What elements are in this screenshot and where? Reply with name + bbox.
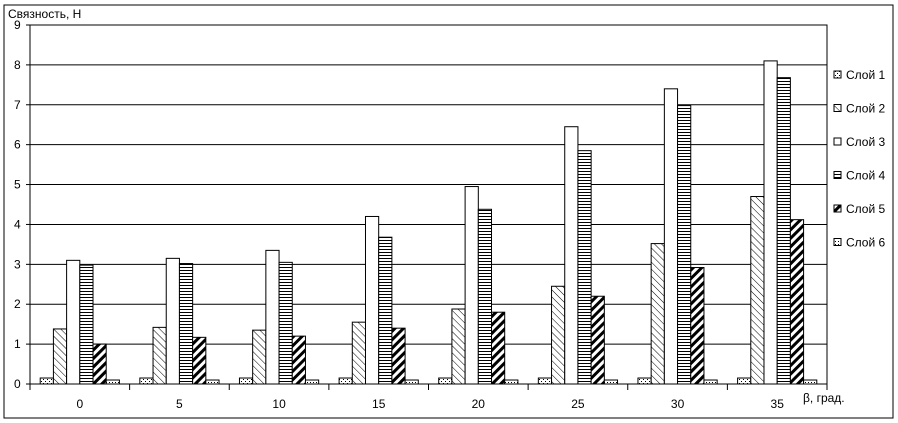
y-tick-label: 5 [14,178,21,192]
bar-слой-6-15 [404,379,419,385]
x-tick-label: 30 [671,397,685,411]
bar-слой-6-5 [205,379,220,385]
bar-слой-2-0 [52,328,68,385]
bar-слой-1-5 [139,377,154,385]
y-axis-title: Связность, Н [8,7,81,21]
y-tick-label: 7 [14,98,21,112]
bar-слой-6-25 [603,379,619,385]
x-tick-label: 25 [571,397,585,411]
bars [39,60,818,385]
bar-слой-1-15 [338,377,353,385]
bar-слой-6-20 [504,379,519,385]
bar-слой-3-5 [165,257,180,385]
y-axis-ticks: 0 1 2 3 4 5 6 7 8 9 [14,18,30,391]
y-tick-label: 2 [14,297,21,311]
bar-слой-5-35 [789,219,805,385]
bar-слой-2-35 [750,196,765,385]
bar-слой-1-35 [737,377,752,385]
bar-слой-3-10 [265,249,280,385]
legend-swatch [833,104,842,112]
legend-label: Слой 4 [846,169,886,183]
outer-border [3,4,894,419]
x-tick-label: 20 [472,397,486,411]
bar-слой-4-20 [477,208,493,385]
bar-слой-4-10 [278,261,293,385]
legend-swatch [833,70,842,79]
bar-слой-4-0 [79,264,94,385]
y-tick-label: 1 [14,337,21,351]
bar-слой-3-30 [663,88,679,385]
bar-слой-2-15 [351,321,366,385]
bar-слой-2-25 [551,285,566,385]
legend-swatch [833,238,842,246]
x-axis-ticks: 0 5 10 15 20 25 30 35 [29,384,828,411]
bar-слой-5-30 [690,267,705,385]
y-tick-label: 8 [14,58,21,72]
bar-слой-2-30 [650,243,665,385]
y-tick-label: 6 [14,138,21,152]
bar-слой-5-15 [391,327,406,385]
legend-swatch [833,171,842,179]
bar-слой-5-25 [590,295,605,385]
y-tick-label: 4 [14,217,21,231]
y-tick-label: 9 [14,18,21,32]
x-axis-title: β, град. [803,391,845,405]
bar-слой-1-30 [637,377,652,385]
y-tick-label: 3 [14,257,21,271]
bar-слой-6-10 [304,379,320,385]
bar-слой-3-0 [66,259,81,385]
bar-слой-2-20 [451,308,466,385]
bar-слой-4-25 [577,150,592,385]
legend-swatch [833,137,842,146]
bar-слой-1-10 [238,377,254,385]
bar-слой-5-5 [192,336,207,385]
bar-слой-4-35 [776,77,791,385]
x-tick-label: 35 [771,397,785,411]
bar-слой-3-35 [763,60,778,385]
bar-слой-2-5 [152,326,167,385]
bar-слой-6-0 [105,379,120,385]
bar-слой-5-10 [291,335,306,385]
legend-label: Слой 2 [846,102,886,116]
bar-слой-3-25 [564,126,579,385]
bar-слой-1-25 [537,377,553,385]
bar-слой-5-20 [491,311,506,385]
x-tick-label: 10 [272,397,286,411]
bar-слой-3-20 [464,186,479,385]
bar-слой-1-0 [39,377,54,385]
legend-label: Слой 5 [846,202,886,216]
bar-слой-2-10 [252,329,267,385]
bar-слой-5-0 [92,343,107,385]
bar-слой-4-5 [178,263,194,385]
legend: Слой 1 Слой 2 Слой 3 Слой 4 Слой 5 Слой 6 [833,68,886,250]
y-tick-label: 0 [14,377,21,391]
legend-label: Слой 1 [846,68,886,82]
x-tick-label: 0 [76,397,83,411]
bar-слой-6-35 [803,379,818,385]
legend-label: Слой 3 [846,135,886,149]
x-tick-label: 15 [372,397,386,411]
legend-label: Слой 6 [846,236,886,250]
bar-слой-4-30 [677,105,692,385]
bar-слой-3-15 [364,215,380,385]
bar-слой-1-20 [438,377,453,385]
legend-swatch [833,204,842,213]
plot-area-border [29,24,828,385]
bar-слой-4-15 [378,236,393,385]
bar-слой-6-30 [703,379,718,385]
x-tick-label: 5 [176,397,183,411]
